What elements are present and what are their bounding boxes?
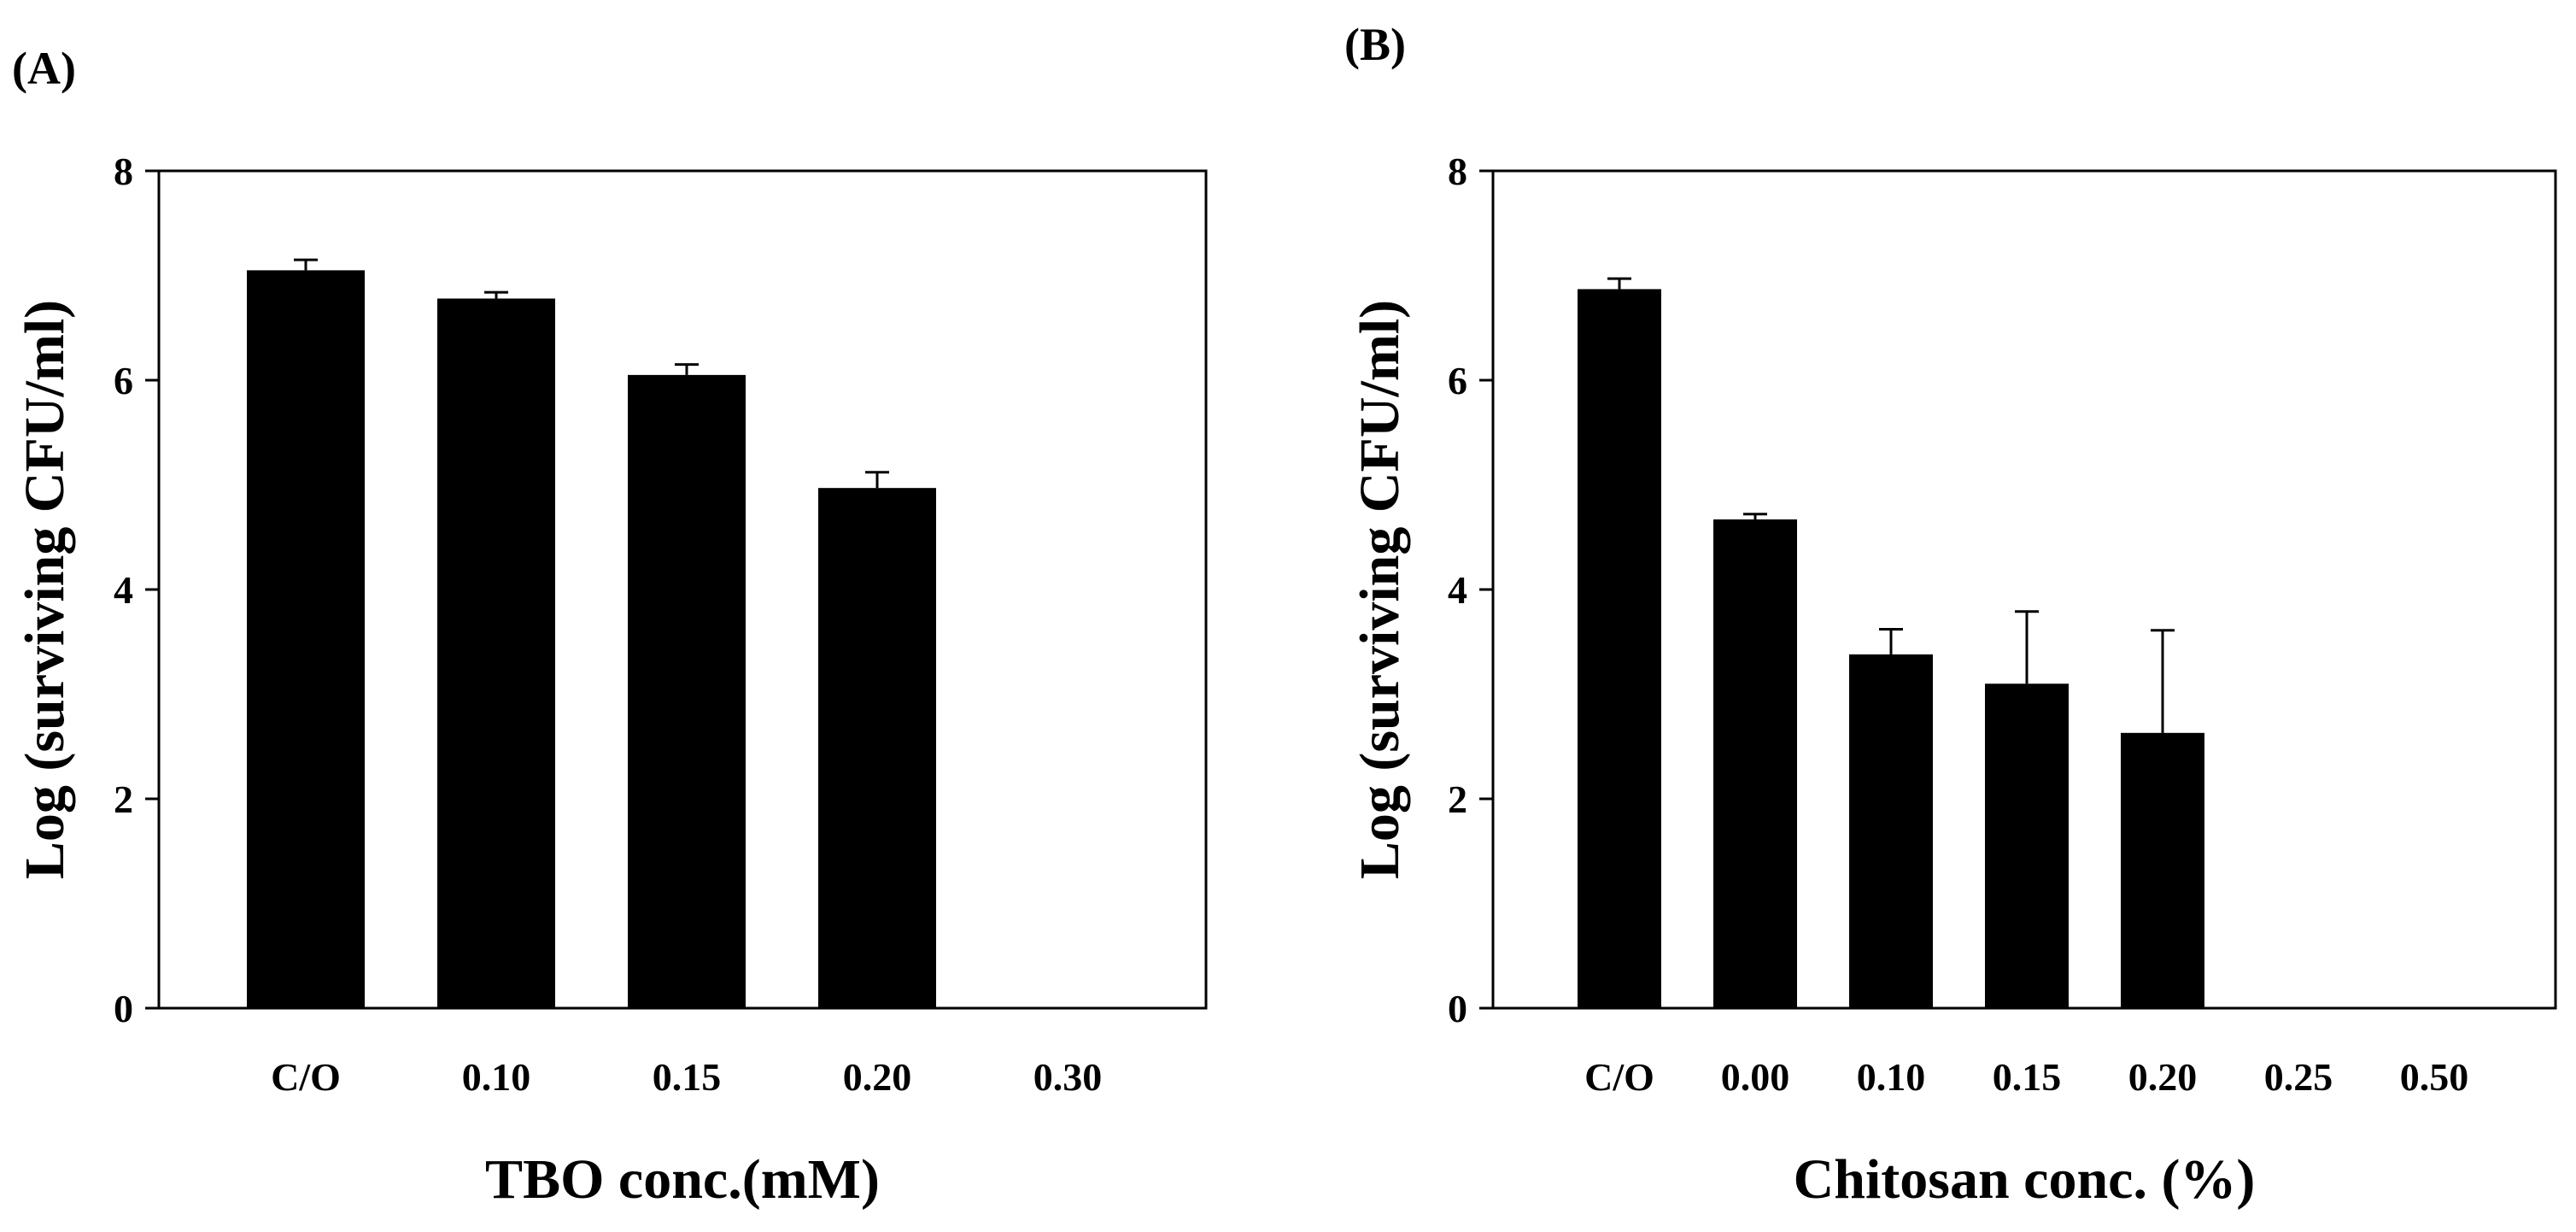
panel-b-bar (1578, 289, 1661, 1008)
panel-a-bar (818, 488, 936, 1008)
panel-b-bar (1713, 519, 1797, 1008)
panel-b-x-axis-title: Chitosan conc. (%) (1794, 1148, 2256, 1211)
panel-a-y-tick-label: 0 (114, 987, 133, 1030)
panel-b-bar (1849, 654, 1933, 1008)
panel-b-y-tick-label: 2 (1448, 777, 1467, 821)
panel-a-y-axis: 0 2 4 6 8 (114, 150, 159, 1030)
panel-b-x-tick-label: 0.50 (2400, 1055, 2469, 1099)
panel-b-bar (1985, 683, 2069, 1008)
panel-a-y-tick-label: 6 (114, 359, 133, 402)
panel-a-x-tick-label: 0.15 (653, 1055, 722, 1099)
panel-a-bar (437, 298, 555, 1008)
panel-a-x-axis-title: TBO conc.(mM) (485, 1148, 880, 1211)
panel-a-y-axis-title: Log (surviving CFU/ml) (14, 300, 76, 879)
panel-b-x-tick-label: 0.20 (2128, 1055, 2198, 1099)
panel-b-y-axis-title: Log (surviving CFU/ml) (1349, 300, 1411, 879)
panel-b-bars (1578, 289, 2204, 1008)
panel-a-bar (247, 270, 365, 1008)
panel-a-x-tick-label: 0.20 (843, 1055, 912, 1099)
panel-b-error-bars (1607, 277, 2175, 733)
panel-a-y-tick-label: 8 (114, 150, 133, 193)
panel-a-x-tick-label: 0.10 (462, 1055, 531, 1099)
panel-a-x-axis: C/O 0.10 0.15 0.20 0.30 (271, 1055, 1102, 1099)
panel-b-label: (B) (1344, 19, 1406, 70)
panel-a-bars (247, 270, 936, 1008)
panel-b-x-axis: C/O 0.00 0.10 0.15 0.20 0.25 0.50 (1584, 1055, 2468, 1099)
panel-a-y-tick-label: 2 (114, 777, 133, 821)
panel-b-x-tick-label: 0.10 (1857, 1055, 1926, 1099)
panel-b-y-axis: 0 2 4 6 8 (1448, 150, 1493, 1030)
panel-b-x-tick-label: 0.15 (1993, 1055, 2062, 1099)
panel-b: (B) 0 2 4 6 8 C/O 0.00 0.10 0.15 0.20 0.25 0.50 Lo… (1344, 19, 2557, 1211)
panel-b-x-tick-label: 0.25 (2264, 1055, 2333, 1099)
panel-a-error-bars (294, 258, 889, 489)
panel-a-y-tick-label: 4 (114, 568, 133, 612)
panel-b-bar (2121, 732, 2204, 1008)
panel-a-bar (628, 374, 746, 1008)
panel-b-y-tick-label: 4 (1448, 568, 1467, 612)
panel-a-x-tick-label: 0.30 (1033, 1055, 1103, 1099)
panel-b-y-tick-label: 6 (1448, 359, 1467, 402)
panel-a-label: (A) (12, 43, 76, 94)
panel-a: (A) 0 2 4 6 8 C/O 0.10 0.15 0.20 0.30 Log (survi… (12, 43, 1208, 1211)
panel-b-y-tick-label: 0 (1448, 987, 1467, 1030)
panel-b-x-tick-label: 0.00 (1721, 1055, 1790, 1099)
panel-a-x-tick-label: C/O (271, 1055, 341, 1099)
panel-b-x-tick-label: C/O (1584, 1055, 1654, 1099)
panel-b-y-tick-label: 8 (1448, 150, 1467, 193)
